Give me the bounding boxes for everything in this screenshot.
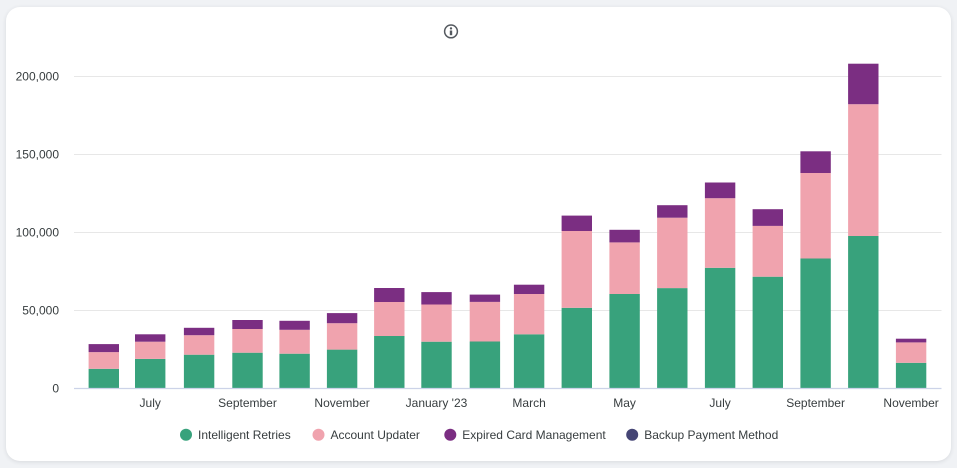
svg-text:September: September — [218, 396, 277, 410]
svg-text:May: May — [613, 396, 636, 410]
svg-text:November: November — [883, 396, 938, 410]
svg-text:0: 0 — [52, 381, 59, 395]
svg-text:November: November — [314, 396, 369, 410]
svg-text:July: July — [140, 396, 161, 410]
svg-text:Intelligent Retries: Intelligent Retries — [198, 428, 291, 442]
svg-text:100,000: 100,000 — [16, 225, 60, 239]
svg-text:200,000: 200,000 — [16, 69, 60, 83]
svg-text:50,000: 50,000 — [22, 303, 59, 317]
svg-text:Expired Card Management: Expired Card Management — [462, 428, 606, 442]
svg-text:Account Updater: Account Updater — [331, 428, 420, 442]
svg-text:Backup Payment Method: Backup Payment Method — [644, 428, 778, 442]
svg-text:150,000: 150,000 — [16, 147, 60, 161]
svg-text:March: March — [512, 396, 545, 410]
svg-text:January '23: January '23 — [406, 396, 468, 410]
svg-text:September: September — [786, 396, 845, 410]
svg-text:July: July — [709, 396, 730, 410]
